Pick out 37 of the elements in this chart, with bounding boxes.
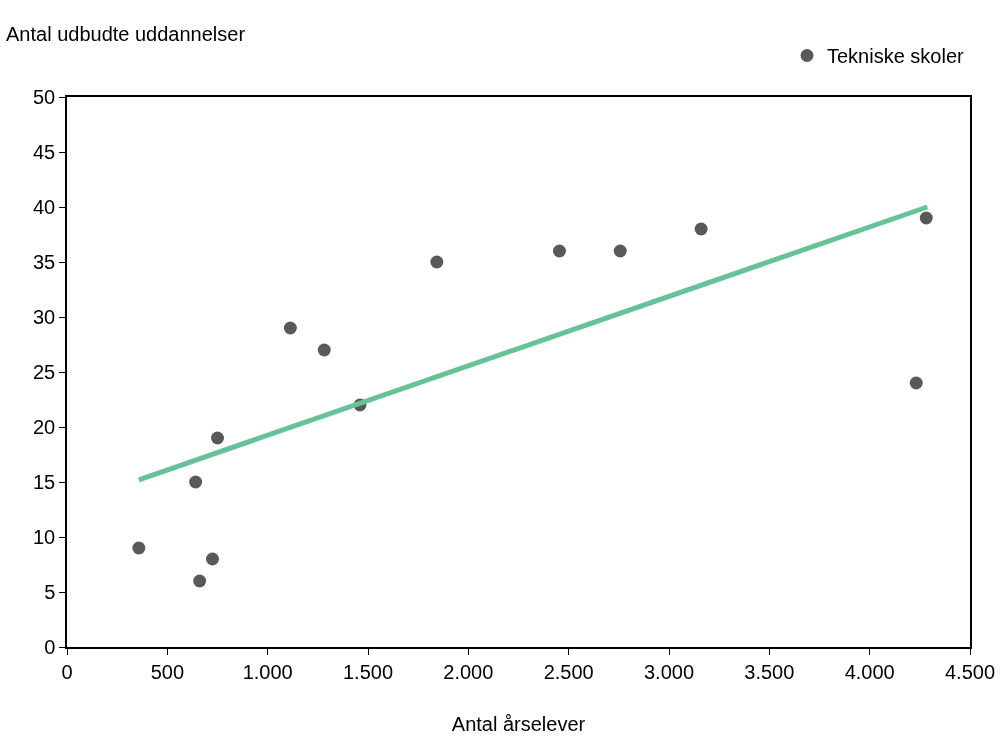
y-tick-label: 25 (33, 361, 56, 383)
x-tick-label: 1.500 (342, 660, 394, 683)
y-tick-label: 15 (33, 471, 56, 493)
point (193, 574, 207, 588)
point (919, 211, 933, 225)
y-tick-label: 35 (33, 251, 56, 273)
x-tick-label: 2.000 (443, 660, 494, 683)
y-tick-label: 20 (33, 416, 56, 438)
point (430, 255, 444, 269)
y-tick-label: 5 (44, 581, 56, 603)
point (317, 343, 331, 357)
point (189, 475, 203, 489)
point (283, 321, 297, 335)
y-tick-label: 10 (33, 526, 56, 548)
x-tick-label: 3.500 (744, 660, 795, 683)
point (205, 552, 219, 566)
x-tick-label: 500 (150, 660, 185, 683)
x-tick-label: 4.500 (944, 660, 996, 683)
point (909, 376, 923, 390)
x-tick-label: 2.500 (543, 660, 594, 683)
point (613, 244, 627, 258)
y-tick-label: 30 (33, 306, 56, 328)
x-tick-label: 0 (61, 660, 73, 683)
point (132, 541, 146, 555)
y-axis-title: Antal udbudte uddannelser (6, 23, 246, 45)
y-tick-label: 50 (33, 86, 56, 108)
x-tick-label: 4.000 (844, 660, 895, 683)
x-tick-label: 1.000 (242, 660, 293, 683)
y-tick-label: 40 (33, 196, 56, 218)
point (552, 244, 566, 258)
x-tick-label: 3.000 (643, 660, 695, 683)
point (211, 431, 224, 445)
point (694, 222, 708, 236)
legend-label: Tekniske skoler (827, 45, 965, 68)
y-tick-label: 45 (33, 141, 56, 163)
x-axis-title: Antal årselever (451, 712, 586, 735)
y-tick-label: 0 (44, 636, 56, 658)
